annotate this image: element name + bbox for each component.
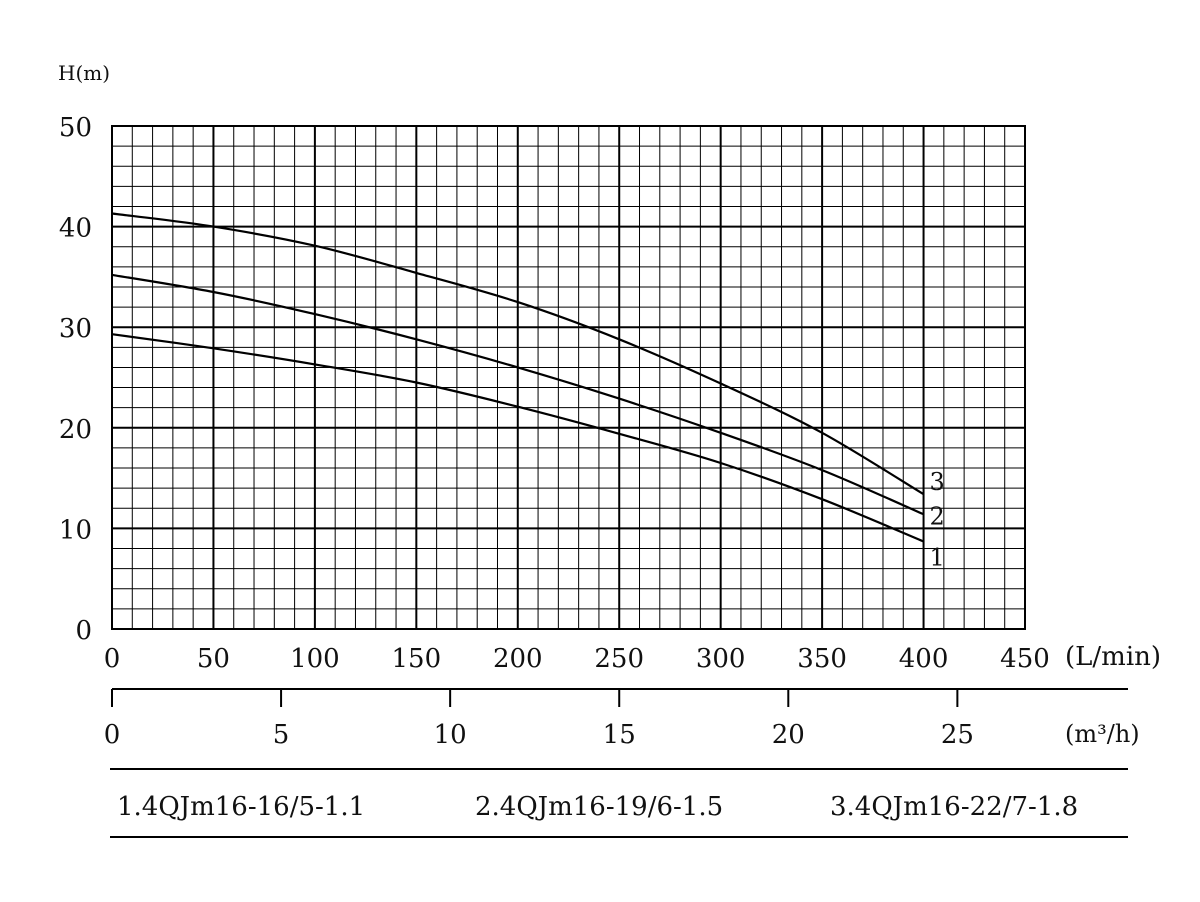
secondary-tick-label: 15 [603, 720, 636, 750]
curve-3 [111, 212, 925, 496]
y-axis-label: H(m) [58, 61, 110, 85]
secondary-tick-label: 5 [273, 720, 290, 750]
secondary-tick-label: 25 [941, 720, 974, 750]
x-tick-label: 200 [493, 644, 543, 674]
x-tick-label: 100 [290, 644, 340, 674]
y-axis-ticks: 0 10 20 30 40 50 [59, 113, 92, 646]
model-label-3: 3.4QJm16-22/7-1.8 [830, 792, 1078, 822]
minor-grid [112, 126, 1025, 629]
x-tick-label: 350 [797, 644, 847, 674]
model-label-1: 1.4QJm16-16/5-1.1 [117, 792, 365, 822]
curve-label-3: 3 [930, 468, 945, 496]
x-axis-ticks: 0 50 100 150 200 250 300 350 400 450 [104, 644, 1050, 674]
curve-labels: 1 2 3 [930, 468, 945, 571]
curves [111, 212, 925, 543]
x-tick-label: 50 [197, 644, 230, 674]
curve-2 [111, 273, 925, 516]
major-grid [112, 126, 1025, 629]
secondary-tick-label: 10 [434, 720, 467, 750]
y-tick-label: 0 [75, 616, 92, 646]
secondary-tick-label: 20 [772, 720, 805, 750]
x-tick-label: 300 [696, 644, 746, 674]
curve-1 [111, 333, 925, 543]
plot-frame [111, 125, 1026, 630]
secondary-x-axis: 0 5 10 15 20 25 [104, 688, 1128, 750]
curve-label-2: 2 [930, 502, 945, 530]
y-tick-label: 10 [59, 515, 92, 545]
secondary-x-axis-unit: (m³/h) [1065, 720, 1140, 748]
x-tick-label: 0 [104, 644, 121, 674]
y-tick-label: 30 [59, 314, 92, 344]
model-label-2: 2.4QJm16-19/6-1.5 [475, 792, 723, 822]
y-tick-label: 40 [59, 214, 92, 244]
secondary-tick-label: 0 [104, 720, 121, 750]
x-tick-label: 250 [594, 644, 644, 674]
x-axis-unit: (L/min) [1065, 642, 1161, 672]
model-legend: 1.4QJm16-16/5-1.1 2.4QJm16-19/6-1.5 3.4QJm… [117, 792, 1078, 822]
y-tick-label: 20 [59, 415, 92, 445]
x-tick-label: 150 [392, 644, 442, 674]
curve-label-1: 1 [930, 543, 945, 571]
y-tick-label: 50 [59, 113, 92, 143]
x-tick-label: 400 [899, 644, 949, 674]
x-tick-label: 450 [1000, 644, 1050, 674]
